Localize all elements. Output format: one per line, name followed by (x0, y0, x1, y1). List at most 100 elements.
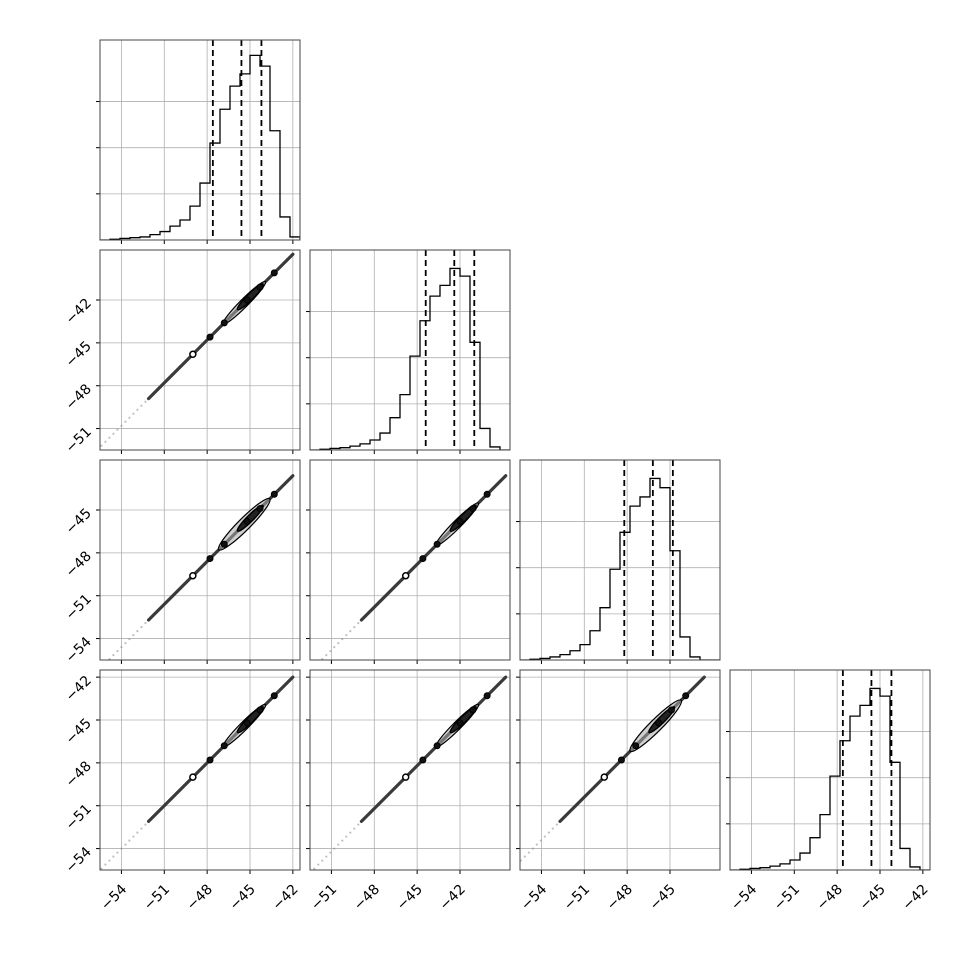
scatter-point (140, 626, 143, 629)
scatter-point (337, 642, 340, 645)
scatter-point (516, 863, 518, 865)
scatter-point (313, 867, 316, 870)
scatter-point (120, 424, 123, 427)
scatter-point (357, 823, 360, 826)
xtick-label: −54 (728, 881, 760, 913)
ytick-label: −48 (63, 548, 95, 580)
contour-marker (401, 571, 410, 580)
scatter-point (531, 847, 534, 850)
scatter-point (100, 666, 102, 668)
core-point (419, 756, 427, 764)
sample-density (359, 675, 508, 824)
xtick-label: −48 (351, 882, 383, 914)
histogram-steps (520, 477, 720, 660)
ytick-label: −51 (63, 424, 95, 456)
core-point (433, 540, 441, 548)
histogram-param-2 (516, 459, 721, 664)
core-point (220, 540, 228, 548)
scatter-panel-3-1: −51 −48 −45 −42 (306, 669, 511, 914)
scatter-point (128, 416, 131, 419)
scatter-point (144, 823, 147, 826)
panel-frame (309, 459, 511, 661)
scatter-point (317, 662, 319, 664)
panel-frame (309, 249, 511, 451)
contour-marker (600, 773, 609, 781)
histogram-steps (310, 267, 510, 450)
xtick-label: −45 (857, 882, 889, 914)
ytick-label: −51 (63, 801, 95, 833)
scatter-panel-3-0: −42 −45 −48 −51 −54−54 −51 −48 −45 −42 (63, 669, 302, 914)
scatter-point (555, 823, 558, 826)
scatter-point (100, 867, 103, 870)
scatter-point (124, 420, 127, 423)
xtick-label: −45 (647, 882, 679, 914)
scatter-point (551, 827, 554, 830)
ytick-label: −45 (63, 506, 95, 538)
scatter-point (124, 642, 127, 645)
scatter-point (144, 622, 147, 625)
scatter-point (341, 638, 344, 641)
core-point (655, 719, 663, 727)
scatter-point (329, 851, 332, 854)
scatter-point (144, 400, 147, 403)
contour-inner (449, 706, 477, 734)
core-point (243, 296, 251, 304)
contour-inner (236, 504, 264, 532)
panel-frame (99, 249, 301, 451)
core-point (206, 555, 214, 563)
scatter-point (112, 432, 115, 435)
scatter-point (313, 666, 315, 668)
scatter-point (539, 839, 542, 842)
scatter-panel-2-1 (306, 459, 511, 668)
scatter-point (100, 444, 103, 447)
scatter-point (140, 404, 143, 407)
ytick-label: −54 (63, 844, 95, 876)
core-point (270, 269, 278, 277)
xtick-label: −51 (308, 882, 340, 914)
scatter-point (337, 843, 340, 846)
xtick-label: −51 (561, 882, 593, 914)
core-point (243, 719, 251, 727)
scatter-point (104, 440, 107, 443)
contour-marker (189, 350, 197, 359)
scatter-point (112, 855, 115, 858)
scatter-panel-2-0: −45 −48 −51 −54 (63, 459, 301, 668)
ytick-label: −51 (63, 591, 95, 623)
scatter-point (128, 839, 131, 842)
scatter-point (523, 855, 526, 858)
scatter-point (136, 630, 139, 633)
scatter-point (512, 867, 514, 869)
core-point (469, 706, 477, 714)
scatter-point (108, 436, 111, 439)
histogram-steps (100, 54, 300, 240)
ytick-label: −42 (63, 296, 95, 328)
scatter-point (132, 412, 135, 415)
core-point (220, 319, 228, 327)
scatter-point (349, 630, 352, 633)
scatter-panel-1-0: −42 −45 −48 −51 (63, 249, 301, 456)
scatter-point (136, 831, 139, 834)
scatter-point (112, 654, 115, 657)
contour-inner (648, 706, 676, 734)
panel-frame (99, 459, 301, 661)
core-point (206, 756, 214, 764)
ytick-label: −48 (63, 381, 95, 413)
core-point (270, 490, 278, 498)
scatter-point (317, 863, 320, 866)
xtick-label: −42 (269, 882, 301, 914)
scatter-point (333, 847, 336, 850)
panel-frame (729, 669, 931, 871)
histogram-param-1 (306, 249, 511, 454)
panel-frame (519, 459, 721, 661)
core-point (256, 505, 264, 513)
xtick-label: −45 (227, 882, 259, 914)
core-point (456, 517, 464, 525)
core-point (632, 742, 640, 750)
scatter-point (527, 851, 530, 854)
xtick-label: −54 (518, 881, 550, 913)
panel-frame (99, 39, 301, 241)
xtick-label: −42 (899, 882, 931, 914)
xtick-label: −51 (141, 882, 173, 914)
xtick-label: −48 (604, 882, 636, 914)
